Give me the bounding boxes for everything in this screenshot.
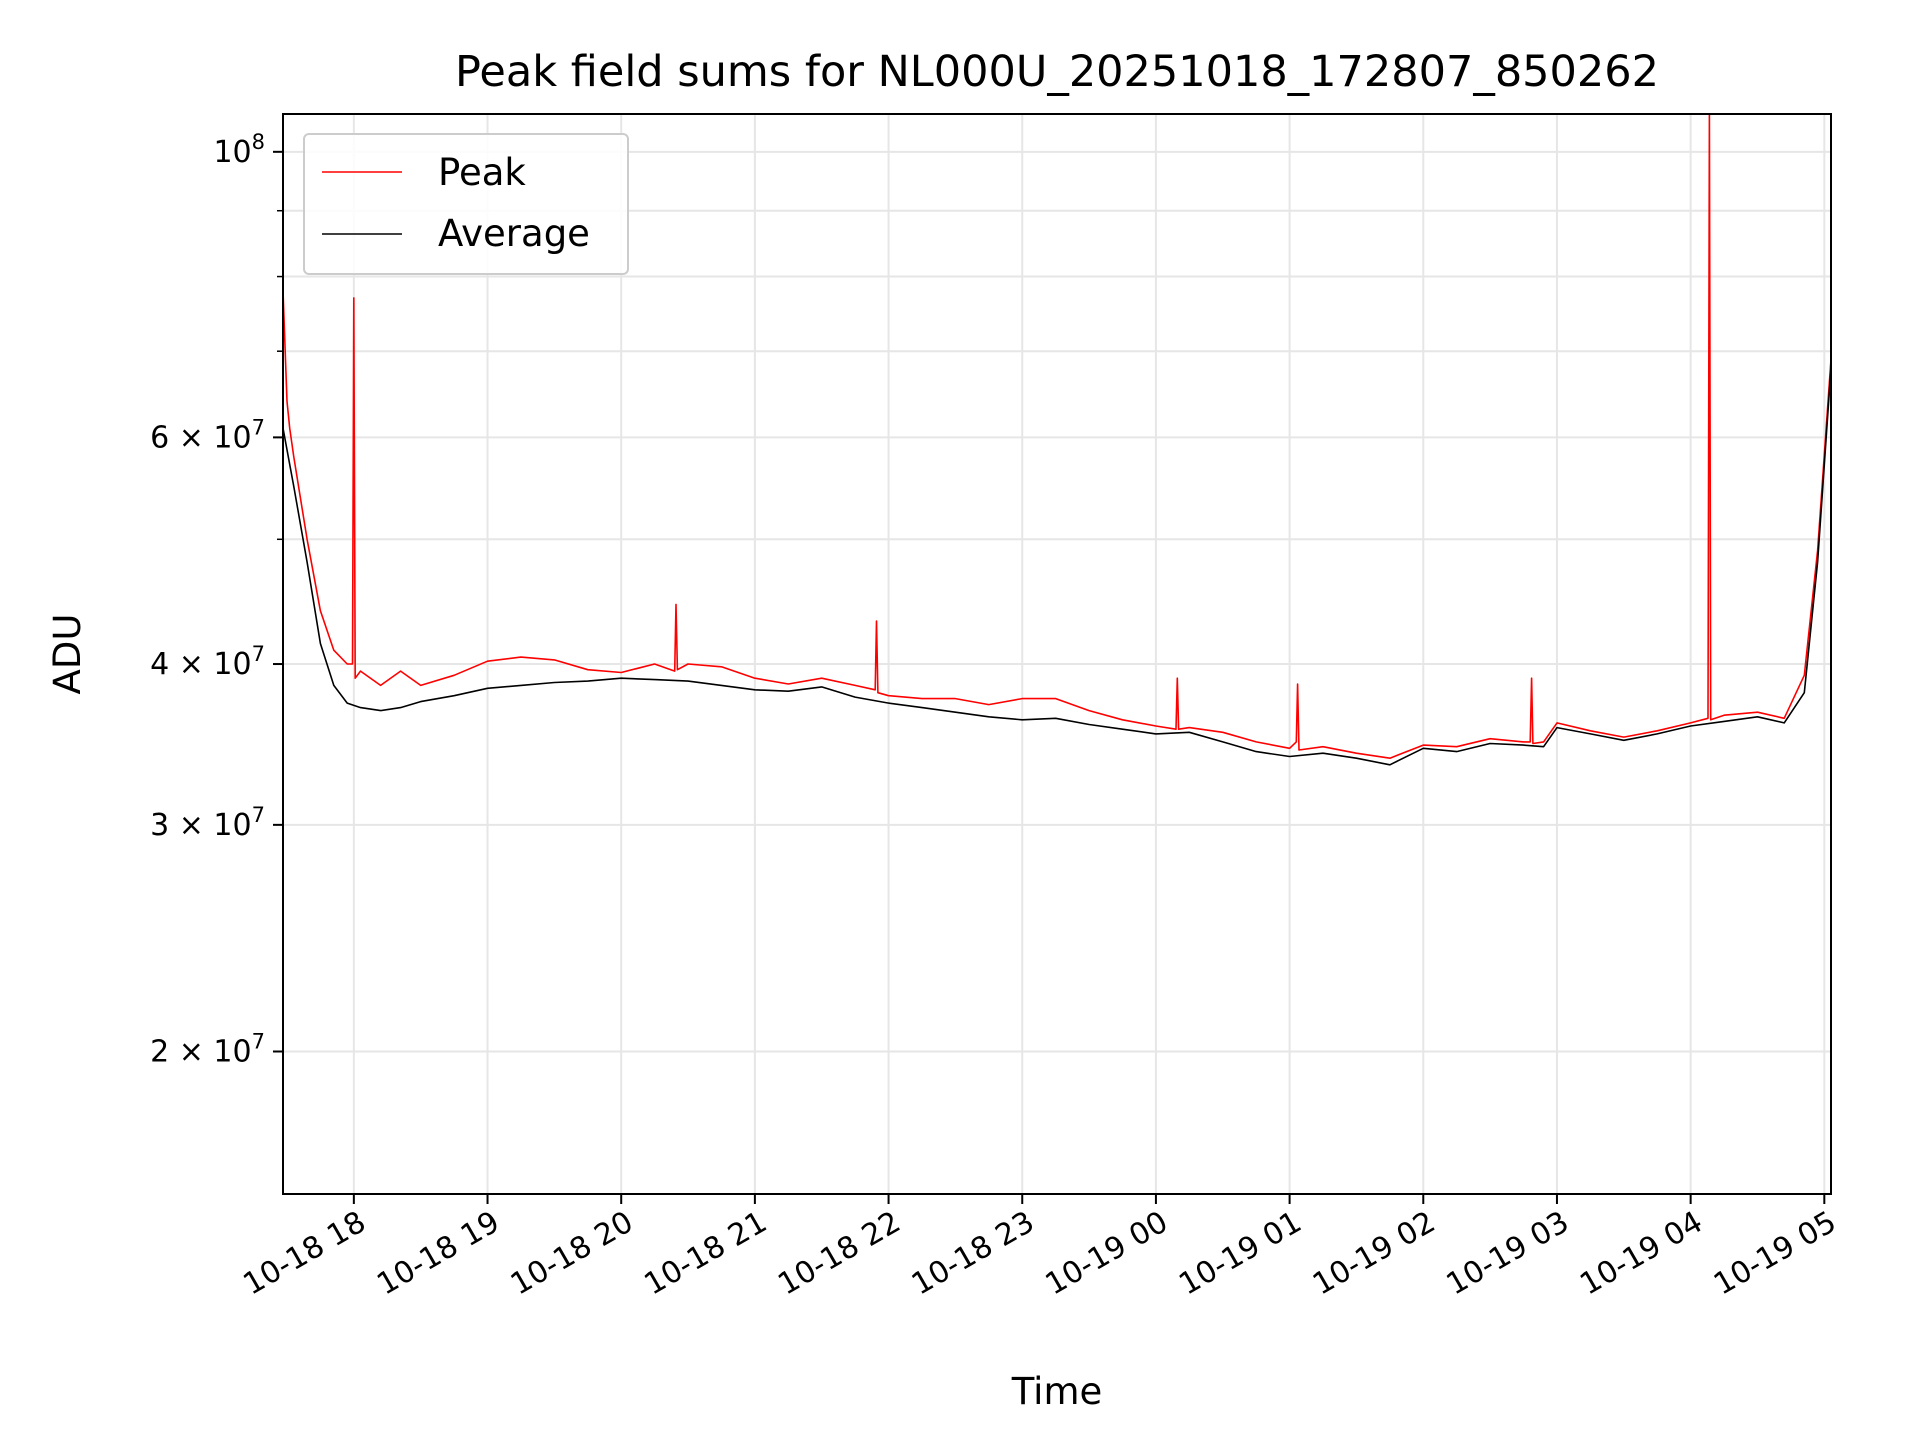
y-tick-label: 2 × 107: [150, 1030, 265, 1070]
series-line-peak: [283, 114, 1831, 760]
y-ticks: 2 × 107 3 × 107 4 × 107 6 × 107 108: [150, 130, 283, 1070]
legend: Peak Average: [303, 133, 629, 275]
series-layer: [283, 114, 1831, 766]
y-tick-label: 3 × 107: [150, 803, 265, 843]
legend-label-average: Average: [438, 212, 590, 255]
grid: [283, 114, 1831, 1194]
y-tick-label: 6 × 107: [150, 415, 265, 455]
chart-title: Peak field sums for NL000U_20251018_1728…: [455, 47, 1659, 97]
y-tick-label: 4 × 107: [150, 642, 265, 682]
plot-frame: [282, 113, 1832, 1195]
y-axis-label: ADU: [46, 614, 89, 695]
series-line-average: [283, 367, 1831, 766]
legend-box: [303, 133, 629, 275]
x-axis-label: Time: [1011, 1370, 1103, 1413]
y-tick-label: 108: [213, 130, 265, 170]
legend-label-peak: Peak: [438, 151, 526, 194]
